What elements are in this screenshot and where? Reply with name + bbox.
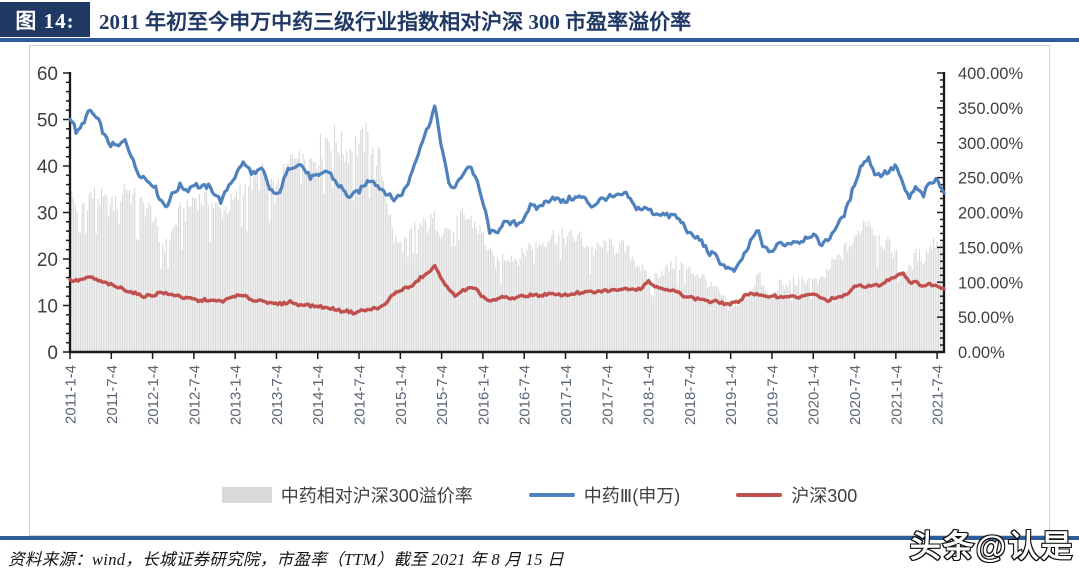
svg-text:400.00%: 400.00% bbox=[958, 65, 1023, 83]
svg-text:30: 30 bbox=[37, 204, 58, 225]
svg-text:2019-1-4: 2019-1-4 bbox=[723, 365, 740, 425]
source-note: 资料来源：wind，长城证券研究院，市盈率（TTM）截至 2021 年 8 月 … bbox=[8, 550, 564, 569]
svg-text:10: 10 bbox=[37, 297, 58, 318]
series-line-2 bbox=[68, 263, 946, 316]
legend-label-hs300: 沪深300 bbox=[791, 486, 858, 506]
x-axis-labels: 2011-1-4 2011-7-4 2012-1-4 2012-7-4 2013-1-4… bbox=[63, 352, 947, 425]
svg-text:2020-1-4: 2020-1-4 bbox=[806, 365, 823, 425]
premium-area-swatch bbox=[221, 487, 272, 503]
svg-text:2011-7-4: 2011-7-4 bbox=[104, 365, 121, 424]
svg-text:2014-1-4: 2014-1-4 bbox=[310, 365, 327, 425]
svg-text:2020-7-4: 2020-7-4 bbox=[847, 365, 864, 425]
svg-text:100.00%: 100.00% bbox=[958, 274, 1023, 292]
svg-text:2017-7-4: 2017-7-4 bbox=[599, 365, 616, 425]
svg-text:2014-7-4: 2014-7-4 bbox=[352, 365, 369, 425]
legend-label-premium: 中药相对沪深300溢价率 bbox=[280, 486, 473, 506]
series-line-1 bbox=[68, 104, 946, 273]
svg-text:350.00%: 350.00% bbox=[958, 100, 1023, 118]
svg-text:2018-7-4: 2018-7-4 bbox=[682, 365, 699, 425]
tick-marks bbox=[63, 72, 944, 353]
svg-text:200.00%: 200.00% bbox=[958, 205, 1023, 223]
svg-text:60: 60 bbox=[37, 64, 58, 85]
svg-text:2021-7-4: 2021-7-4 bbox=[930, 365, 947, 425]
legend: 中药相对沪深300溢价率 中药Ⅲ(申万) 沪深300 bbox=[0, 482, 1079, 508]
axes bbox=[68, 72, 946, 354]
left-axis-labels: 0 10 20 30 40 50 60 bbox=[37, 64, 58, 364]
legend-label-zhongyao: 中药Ⅲ(申万) bbox=[583, 486, 681, 506]
figure-number-badge: 图 14: bbox=[0, 2, 90, 37]
svg-text:2016-1-4: 2016-1-4 bbox=[475, 365, 492, 425]
svg-text:2012-1-4: 2012-1-4 bbox=[145, 365, 162, 425]
svg-text:50.00%: 50.00% bbox=[958, 309, 1014, 327]
svg-text:50: 50 bbox=[37, 111, 58, 132]
legend-item-hs300: 沪深300 bbox=[736, 482, 857, 508]
svg-text:2016-7-4: 2016-7-4 bbox=[517, 365, 534, 425]
bottom-divider bbox=[0, 536, 1079, 540]
svg-text:2019-7-4: 2019-7-4 bbox=[764, 365, 781, 425]
svg-text:2013-7-4: 2013-7-4 bbox=[269, 365, 286, 425]
svg-text:300.00%: 300.00% bbox=[958, 135, 1023, 153]
right-axis-labels: 0.00% 50.00% 100.00% 150.00% 200.00% 250.00% 3… bbox=[958, 65, 1023, 362]
svg-text:2018-1-4: 2018-1-4 bbox=[641, 365, 658, 425]
svg-text:2013-1-4: 2013-1-4 bbox=[228, 365, 245, 425]
svg-text:40: 40 bbox=[37, 157, 58, 178]
svg-text:2021-1-4: 2021-1-4 bbox=[888, 365, 905, 425]
svg-text:0.00%: 0.00% bbox=[958, 344, 1005, 362]
svg-text:20: 20 bbox=[37, 250, 58, 271]
zhongyao-line-swatch bbox=[528, 492, 575, 498]
svg-text:250.00%: 250.00% bbox=[958, 170, 1023, 188]
svg-text:2011-1-4: 2011-1-4 bbox=[63, 365, 80, 424]
hs300-line-swatch bbox=[736, 492, 783, 498]
svg-text:2012-7-4: 2012-7-4 bbox=[186, 365, 203, 425]
svg-text:150.00%: 150.00% bbox=[958, 239, 1023, 257]
svg-text:0: 0 bbox=[47, 343, 58, 364]
watermark: 头条@认是 bbox=[909, 528, 1074, 565]
chart-canvas: 0 10 20 30 40 50 60 0.00% 50.00% 100.00% 150.00% 20… bbox=[37, 64, 1024, 425]
legend-item-zhongyao: 中药Ⅲ(申万) bbox=[528, 482, 681, 508]
top-divider bbox=[0, 38, 1079, 42]
figure-title: 2011 年初至今申万中药三级行业指数相对沪深 300 市盈率溢价率 bbox=[99, 9, 692, 34]
svg-text:2015-7-4: 2015-7-4 bbox=[434, 365, 451, 425]
svg-text:2015-1-4: 2015-1-4 bbox=[393, 365, 410, 425]
svg-text:2017-1-4: 2017-1-4 bbox=[558, 365, 575, 425]
legend-item-premium: 中药相对沪深300溢价率 bbox=[221, 482, 473, 508]
